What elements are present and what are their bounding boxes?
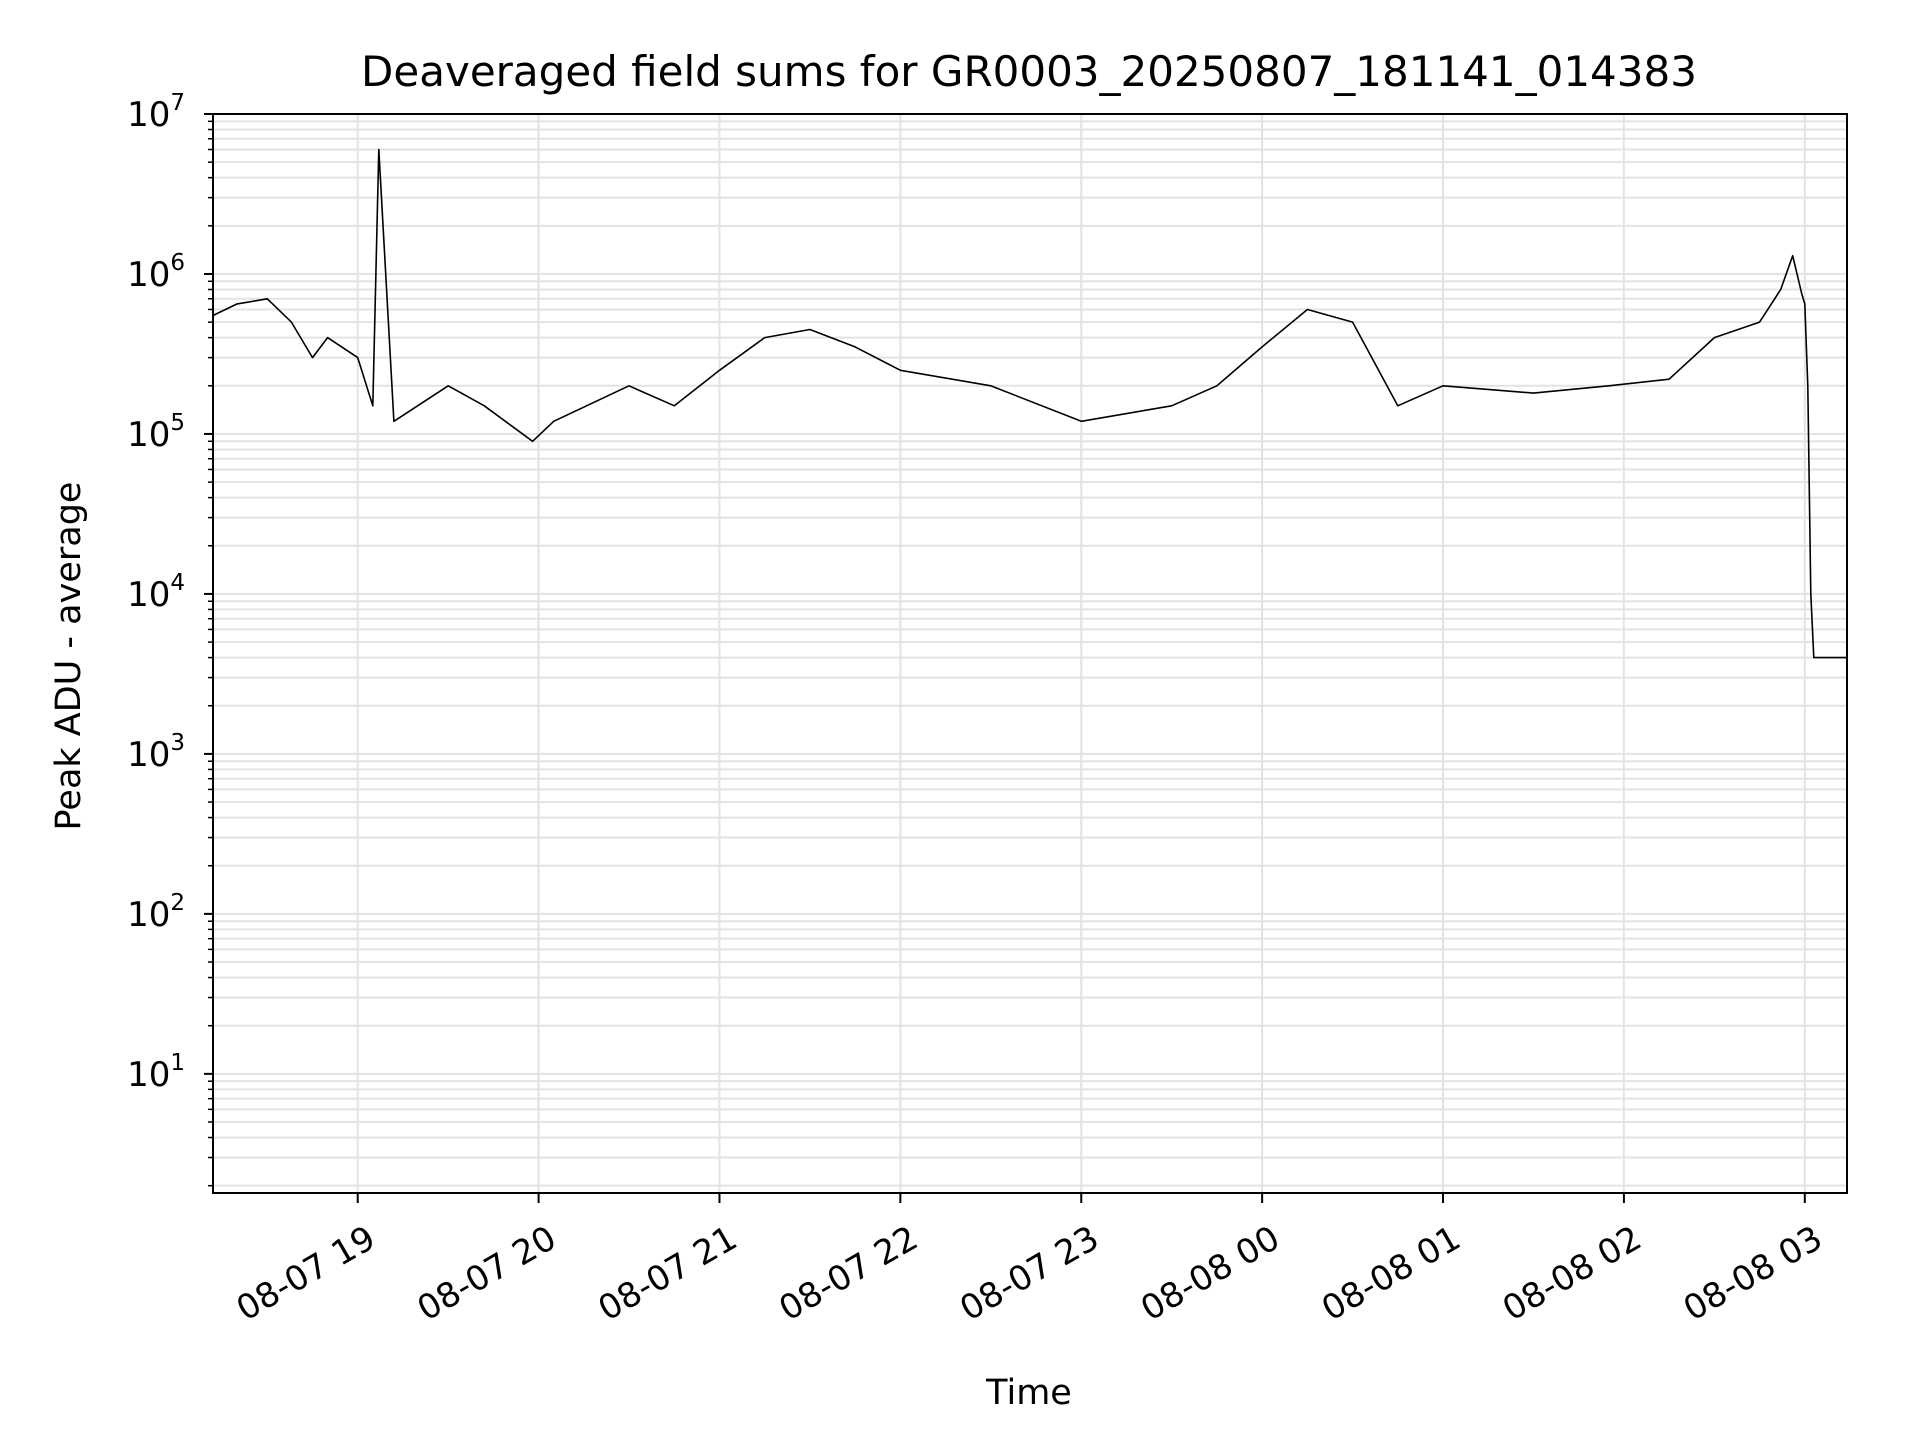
y-tick-label: 107 [127,90,185,135]
y-tick-label: 102 [127,890,185,935]
grid [213,113,1847,1193]
y-tick-label: 103 [127,730,185,775]
y-tick-label: 106 [127,250,185,295]
data-line-group [212,148,1847,659]
series-line [212,148,1847,659]
chart-title: Deaveraged field sums for GR0003_2025080… [361,47,1697,96]
y-axis-title: Peak ADU - average [49,482,89,831]
y-tick-label: 104 [127,570,185,615]
x-axis-title: Time [985,1373,1072,1413]
y-axis: 101 102 103 104 105 106 107 [127,90,213,1187]
y-tick-label: 101 [127,1050,185,1095]
plot-frame [212,113,1848,1194]
y-tick-label: 105 [127,410,185,455]
